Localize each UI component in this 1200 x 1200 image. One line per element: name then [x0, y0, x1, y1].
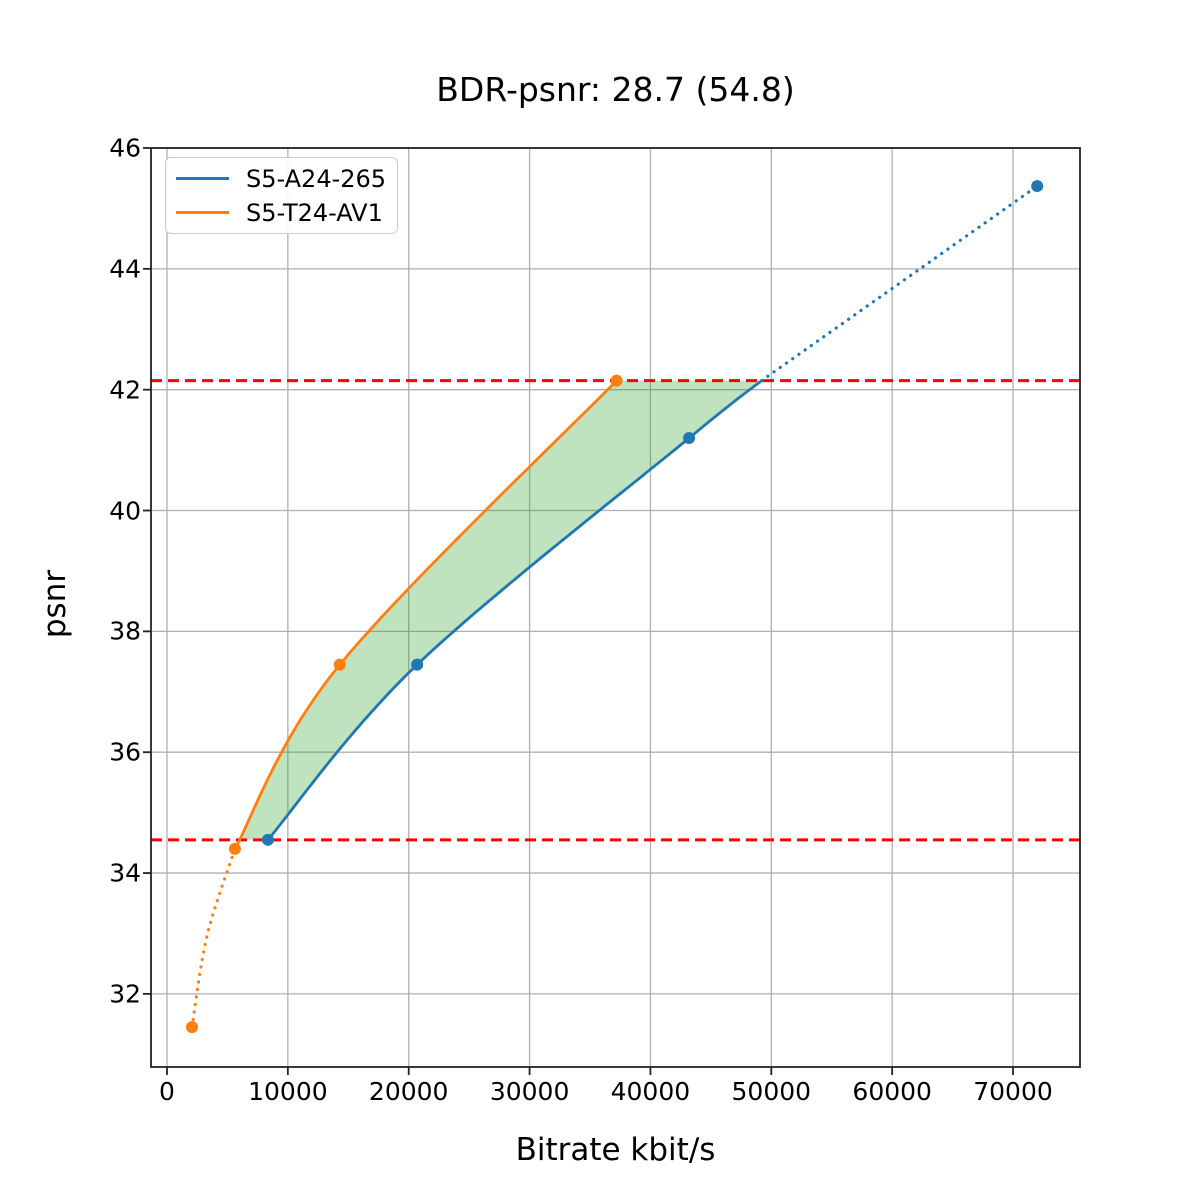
bd-shaded-region — [240, 380, 762, 840]
data-point-s5-t24-av1 — [228, 842, 241, 855]
data-point-s5-a24-265 — [261, 833, 274, 846]
curve-solid-s5-a24-265 — [266, 379, 763, 841]
x-tick-label: 60000 — [852, 1077, 932, 1106]
x-tick-label: 50000 — [731, 1077, 812, 1106]
x-tick-label: 30000 — [489, 1077, 570, 1106]
x-axis-label: Bitrate kbit/s — [515, 1132, 716, 1168]
data-point-s5-t24-av1 — [333, 658, 346, 671]
y-tick-label: 40 — [109, 496, 141, 525]
y-tick-label: 36 — [109, 737, 141, 767]
y-tick-label: 38 — [109, 616, 141, 646]
y-tick-label: 46 — [109, 133, 141, 163]
x-tick-label: 40000 — [610, 1077, 691, 1106]
y-tick-label: 42 — [109, 375, 141, 405]
y-tick-label: 34 — [109, 858, 141, 888]
legend: S5-A24-265 S5-T24-AV1 — [165, 157, 398, 234]
data-point-s5-t24-av1 — [610, 374, 623, 387]
x-tick-label: 70000 — [973, 1077, 1053, 1106]
legend-item: S5-A24-265 — [166, 162, 397, 196]
x-tick-label: 10000 — [248, 1077, 328, 1106]
legend-item: S5-T24-AV1 — [166, 196, 397, 230]
data-point-s5-a24-265 — [411, 658, 424, 671]
x-tick-label: 0 — [159, 1077, 175, 1106]
y-axis-label: psnr — [37, 569, 73, 639]
curve-dotted-s5-a24-265 — [760, 184, 1039, 383]
legend-label: S5-T24-AV1 — [246, 198, 383, 227]
chart-title: BDR-psnr: 28.7 (54.8) — [436, 70, 795, 109]
plot-border — [150, 147, 1081, 1068]
legend-line-swatch — [176, 177, 229, 180]
curve-dotted-s5-t24-av1 — [190, 847, 237, 1029]
y-tick-label: 44 — [109, 254, 141, 284]
legend-line-swatch — [176, 211, 229, 214]
data-point-s5-a24-265 — [1031, 180, 1044, 193]
data-point-s5-t24-av1 — [186, 1021, 199, 1034]
y-tick-label: 32 — [109, 979, 141, 1009]
legend-label: S5-A24-265 — [246, 164, 387, 193]
data-point-s5-a24-265 — [683, 432, 696, 445]
x-tick-label: 20000 — [368, 1077, 449, 1106]
